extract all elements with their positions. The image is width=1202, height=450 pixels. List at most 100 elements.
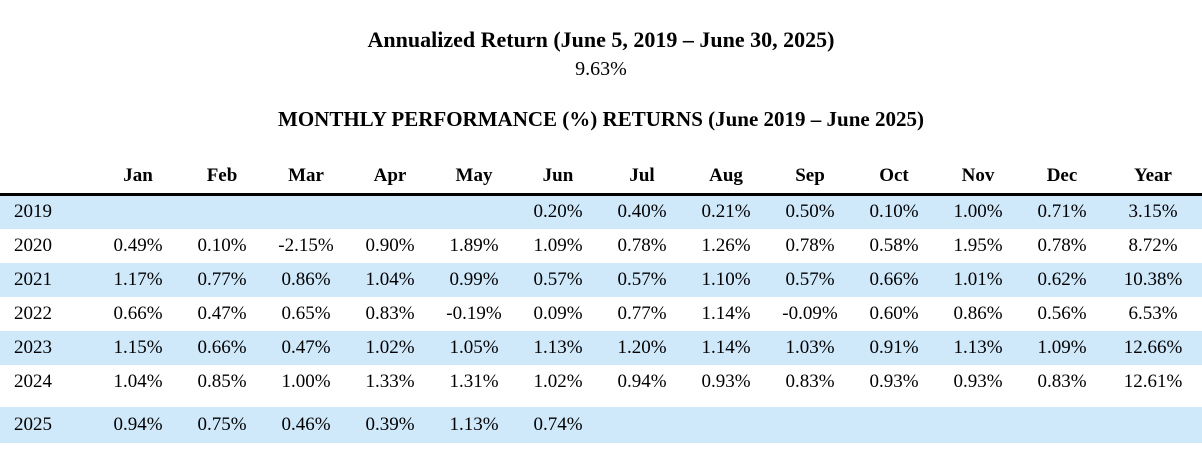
cell-2020-aug: 1.26%	[701, 234, 751, 256]
year-label-2022: 2022	[14, 302, 52, 324]
cell-2025-sep	[768, 407, 852, 443]
cell-2024-aug: 0.93%	[701, 370, 751, 392]
cell-2024-mar: 1.00%	[281, 370, 331, 392]
cell-2023-nov: 1.13%	[953, 336, 1003, 358]
table-row-2019: 2019 0.20% 0.40% 0.21% 0.50% 0.10% 1.00% 0.71% 3…	[0, 194, 1202, 229]
column-header-nov: Nov	[936, 131, 1020, 196]
cell-2022-year: 6.53%	[1128, 302, 1178, 324]
cell-2019-may	[432, 195, 516, 229]
cell-2022-aug: 1.14%	[701, 302, 751, 324]
cell-2021-sep: 0.57%	[785, 268, 835, 290]
cell-2023-jan: 1.15%	[113, 336, 163, 358]
cell-2021-oct: 0.66%	[869, 268, 919, 290]
cell-2022-dec: 0.56%	[1037, 302, 1087, 324]
cell-2023-mar: 0.47%	[281, 336, 331, 358]
cell-2023-aug: 1.14%	[701, 336, 751, 358]
cell-2020-oct: 0.58%	[869, 234, 919, 256]
cell-2024-jun: 1.02%	[533, 370, 583, 392]
cell-2023-year: 12.66%	[1123, 336, 1183, 358]
cell-2020-may: 1.89%	[449, 234, 499, 256]
cell-2019-oct: 0.10%	[869, 201, 919, 223]
cell-2020-jun: 1.09%	[533, 234, 583, 256]
annualized-return-value: 9.63%	[575, 58, 627, 80]
title-block: Annualized Return (June 5, 2019 – June 3…	[0, 27, 1202, 131]
cell-2021-apr: 1.04%	[365, 268, 415, 290]
cell-2022-mar: 0.65%	[281, 302, 331, 324]
cell-2021-feb: 0.77%	[197, 268, 247, 290]
cell-2021-nov: 1.01%	[953, 268, 1003, 290]
column-header-oct: Oct	[852, 131, 936, 196]
cell-2022-apr: 0.83%	[365, 302, 415, 324]
cell-2024-apr: 1.33%	[365, 370, 415, 392]
cell-2024-year: 12.61%	[1123, 370, 1183, 392]
cell-2022-feb: 0.47%	[197, 302, 247, 324]
cell-2020-nov: 1.95%	[953, 234, 1003, 256]
monthly-performance-title: MONTHLY PERFORMANCE (%) RETURNS (June 20…	[278, 107, 924, 131]
cell-2021-jul: 0.57%	[617, 268, 667, 290]
cell-2024-nov: 0.93%	[953, 370, 1003, 392]
cell-2021-year: 10.38%	[1123, 268, 1183, 290]
cell-2023-apr: 1.02%	[365, 336, 415, 358]
column-header-year: Year	[1104, 131, 1202, 196]
column-header-jun: Jun	[516, 131, 600, 196]
row-spacer	[0, 398, 1202, 407]
cell-2020-mar: -2.15%	[278, 234, 334, 256]
cell-2022-oct: 0.60%	[869, 302, 919, 324]
cell-2019-aug: 0.21%	[701, 201, 751, 223]
cell-2020-jul: 0.78%	[617, 234, 667, 256]
column-header-may: May	[432, 131, 516, 196]
cell-2021-jun: 0.57%	[533, 268, 583, 290]
cell-2024-sep: 0.83%	[785, 370, 835, 392]
year-label-2021: 2021	[14, 268, 52, 290]
cell-2022-nov: 0.86%	[953, 302, 1003, 324]
cell-2025-dec	[1020, 407, 1104, 443]
cell-2023-jul: 1.20%	[617, 336, 667, 358]
table-row-2024: 2024 1.04% 0.85% 1.00% 1.33% 1.31% 1.02% 0.94% 0…	[0, 365, 1202, 399]
cell-2024-oct: 0.93%	[869, 370, 919, 392]
cell-2023-may: 1.05%	[449, 336, 499, 358]
cell-2020-jan: 0.49%	[113, 234, 163, 256]
cell-2020-year: 8.72%	[1128, 234, 1178, 256]
cell-2025-may: 1.13%	[449, 413, 499, 435]
table-header-row: Jan Feb Mar Apr May Jun Jul Aug Sep Oct Nov Dec Year	[0, 131, 1202, 196]
column-header-dec: Dec	[1020, 131, 1104, 196]
cell-2025-jun: 0.74%	[533, 413, 583, 435]
cell-2022-may: -0.19%	[446, 302, 502, 324]
cell-2024-jan: 1.04%	[113, 370, 163, 392]
cell-2024-feb: 0.85%	[197, 370, 247, 392]
column-header-mar: Mar	[264, 131, 348, 196]
cell-2022-jan: 0.66%	[113, 302, 163, 324]
monthly-performance-table: Jan Feb Mar Apr May Jun Jul Aug Sep Oct Nov Dec Year…	[0, 131, 1202, 443]
year-column-header	[0, 131, 96, 196]
column-header-aug: Aug	[684, 131, 768, 196]
year-label-2024: 2024	[14, 370, 52, 392]
cell-2025-nov	[936, 407, 1020, 443]
column-header-jul: Jul	[600, 131, 684, 196]
cell-2025-apr: 0.39%	[365, 413, 415, 435]
cell-2019-nov: 1.00%	[953, 201, 1003, 223]
cell-2023-sep: 1.03%	[785, 336, 835, 358]
cell-2021-jan: 1.17%	[113, 268, 163, 290]
cell-2019-dec: 0.71%	[1037, 201, 1087, 223]
cell-2019-jan	[96, 195, 180, 229]
cell-2021-dec: 0.62%	[1037, 268, 1087, 290]
cell-2022-jul: 0.77%	[617, 302, 667, 324]
table-row-2025: 2025 0.94% 0.75% 0.46% 0.39% 1.13% 0.74%	[0, 406, 1202, 443]
table-row-2022: 2022 0.66% 0.47% 0.65% 0.83% -0.19% 0.09% 0.77%…	[0, 297, 1202, 331]
cell-2019-sep: 0.50%	[785, 201, 835, 223]
cell-2022-jun: 0.09%	[533, 302, 583, 324]
cell-2019-year: 3.15%	[1128, 201, 1178, 223]
cell-2021-may: 0.99%	[449, 268, 499, 290]
cell-2025-jan: 0.94%	[113, 413, 163, 435]
cell-2020-apr: 0.90%	[365, 234, 415, 256]
cell-2023-feb: 0.66%	[197, 336, 247, 358]
table-row-2023: 2023 1.15% 0.66% 0.47% 1.02% 1.05% 1.13% 1.20% 1…	[0, 330, 1202, 365]
cell-2025-year	[1104, 407, 1202, 443]
cell-2023-jun: 1.13%	[533, 336, 583, 358]
cell-2023-oct: 0.91%	[869, 336, 919, 358]
table-row-2021: 2021 1.17% 0.77% 0.86% 1.04% 0.99% 0.57% 0.57% 1…	[0, 262, 1202, 297]
column-header-jan: Jan	[96, 131, 180, 196]
cell-2024-jul: 0.94%	[617, 370, 667, 392]
table-row-2020: 2020 0.49% 0.10% -2.15% 0.90% 1.89% 1.09% 0.78%…	[0, 229, 1202, 263]
year-label-2019: 2019	[14, 201, 52, 223]
